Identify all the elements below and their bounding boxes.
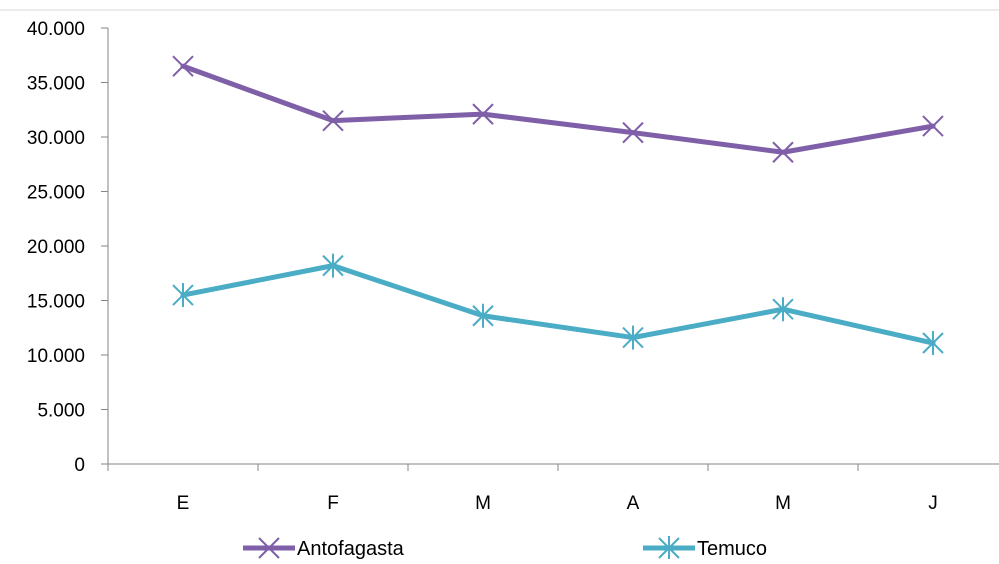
- y-tick-label: 10.000: [27, 346, 85, 367]
- data-point-antofagasta: [922, 115, 944, 137]
- data-point-antofagasta: [772, 141, 794, 163]
- legend-label-antofagasta: Antofagasta: [297, 538, 405, 559]
- series-line-temuco: [180, 263, 936, 346]
- y-tick-label: 0: [74, 455, 85, 476]
- y-tick-label: 30.000: [27, 128, 85, 149]
- data-point-antofagasta: [172, 55, 194, 77]
- x-tick-label: M: [775, 493, 791, 514]
- x-tick-label: J: [928, 493, 938, 514]
- legend-label-temuco: Temuco: [697, 538, 767, 559]
- x-tick-label: E: [177, 493, 190, 514]
- x-tick-label: F: [327, 493, 339, 514]
- data-point-antofagasta: [322, 109, 344, 132]
- x-tick-label: M: [475, 493, 491, 514]
- y-tick-label: 25.000: [27, 183, 85, 204]
- y-tick-label: 15.000: [27, 292, 85, 313]
- y-tick-label: 5.000: [37, 401, 85, 422]
- y-tick-label: 35.000: [27, 74, 85, 95]
- y-tick-label: 20.000: [27, 237, 85, 258]
- series-line-antofagasta: [180, 63, 936, 155]
- x-tick-label: A: [627, 493, 640, 514]
- y-tick-label: 40.000: [27, 19, 85, 40]
- data-point-antofagasta: [622, 121, 644, 144]
- legend-marker-antofagasta: [258, 537, 280, 559]
- data-point-antofagasta: [472, 103, 494, 125]
